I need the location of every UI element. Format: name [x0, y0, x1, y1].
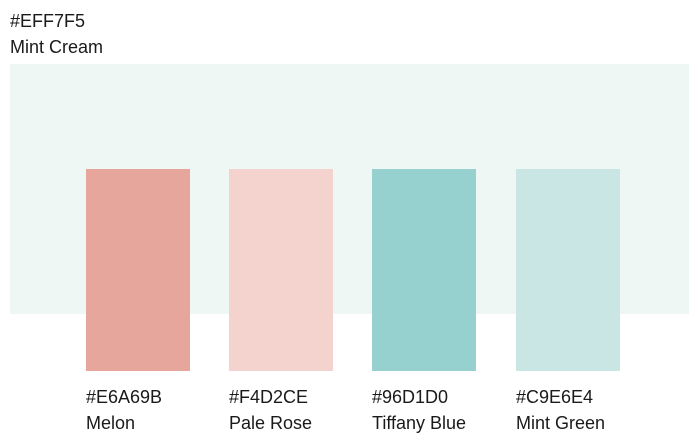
swatch-name: Pale Rose — [229, 413, 313, 433]
background-color-label: #EFF7F5 Mint Cream — [10, 8, 103, 60]
swatch-label-tiffany-blue: #96D1D0 Tiffany Blue — [372, 384, 466, 436]
swatch-label-pale-rose: #F4D2CE Pale Rose — [229, 384, 312, 436]
swatch-name: Tiffany Blue — [372, 413, 467, 433]
swatch-tiffany-blue — [372, 169, 476, 371]
swatch-mint-green — [516, 169, 620, 371]
swatch-name: Melon — [86, 413, 136, 433]
swatch-hex: #C9E6E4 — [516, 387, 594, 407]
swatch-label-melon: #E6A69B Melon — [86, 384, 162, 436]
swatch-hex: #F4D2CE — [229, 387, 309, 407]
background-hex: #EFF7F5 — [10, 11, 86, 31]
swatch-hex: #96D1D0 — [372, 387, 449, 407]
swatch-melon — [86, 169, 190, 371]
swatch-label-mint-green: #C9E6E4 Mint Green — [516, 384, 605, 436]
background-name: Mint Cream — [10, 37, 104, 57]
swatch-name: Mint Green — [516, 413, 606, 433]
swatch-pale-rose — [229, 169, 333, 371]
swatch-hex: #E6A69B — [86, 387, 163, 407]
